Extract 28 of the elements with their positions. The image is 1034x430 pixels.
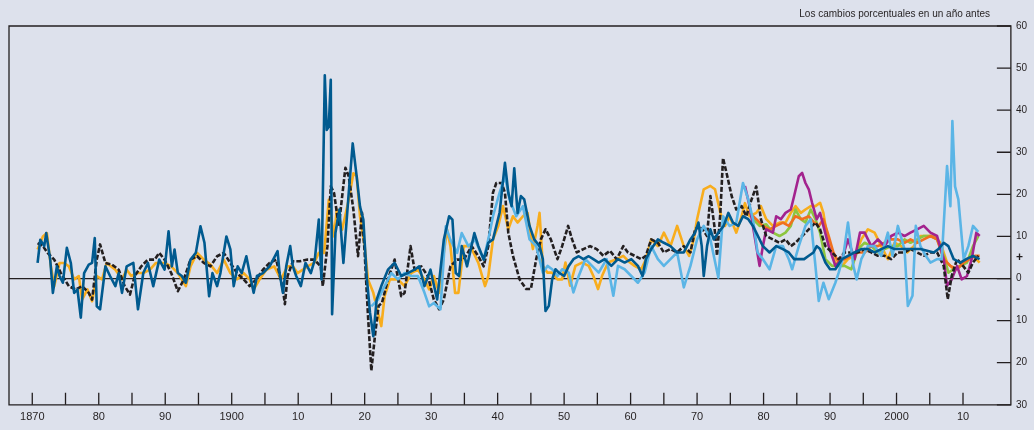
x-tick-label: 1870 (20, 410, 45, 423)
y-tick-label: 20 (1015, 356, 1028, 368)
x-tick-label: 90 (159, 410, 172, 423)
y-axis-title: Los cambios porcentuales en un año antes (799, 8, 990, 19)
x-tick-label: 60 (624, 410, 637, 423)
text: - (1015, 291, 1020, 306)
x-tick-label: 80 (92, 410, 105, 423)
text: + (1015, 249, 1023, 264)
x-tick-label: 10 (292, 410, 305, 423)
y-tick-label: 0 (1015, 272, 1022, 284)
y-tick-label: 10 (1015, 230, 1028, 242)
y-tick-label: 60 (1015, 19, 1028, 31)
y-tick-label: 20 (1015, 188, 1028, 200)
x-tick-label: 40 (491, 410, 504, 423)
x-tick-label: 30 (425, 410, 438, 423)
x-tick-label: 20 (358, 410, 371, 423)
y-tick-label: 30 (1015, 398, 1028, 410)
x-tick-label: 2000 (884, 410, 909, 423)
y-tick-label: 10 (1015, 314, 1028, 326)
x-tick-label: 50 (558, 410, 571, 423)
x-tick-label: 80 (757, 410, 770, 423)
y-tick-label: 50 (1015, 61, 1028, 73)
x-tick-label: 90 (823, 410, 837, 423)
y-tick-label: 30 (1015, 146, 1028, 158)
x-tick-label: 70 (690, 410, 704, 423)
x-tick-label: 10 (956, 410, 970, 423)
y-tick-label: 40 (1015, 103, 1028, 115)
x-tick-label: 1900 (219, 410, 244, 423)
